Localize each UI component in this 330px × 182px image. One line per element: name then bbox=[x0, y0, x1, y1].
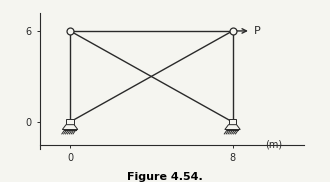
Text: (m): (m) bbox=[265, 140, 282, 150]
Polygon shape bbox=[62, 125, 78, 130]
Polygon shape bbox=[229, 119, 236, 125]
Text: P: P bbox=[254, 26, 261, 36]
Polygon shape bbox=[66, 119, 74, 125]
Polygon shape bbox=[225, 125, 240, 130]
Text: Figure 4.54.: Figure 4.54. bbox=[127, 172, 203, 182]
